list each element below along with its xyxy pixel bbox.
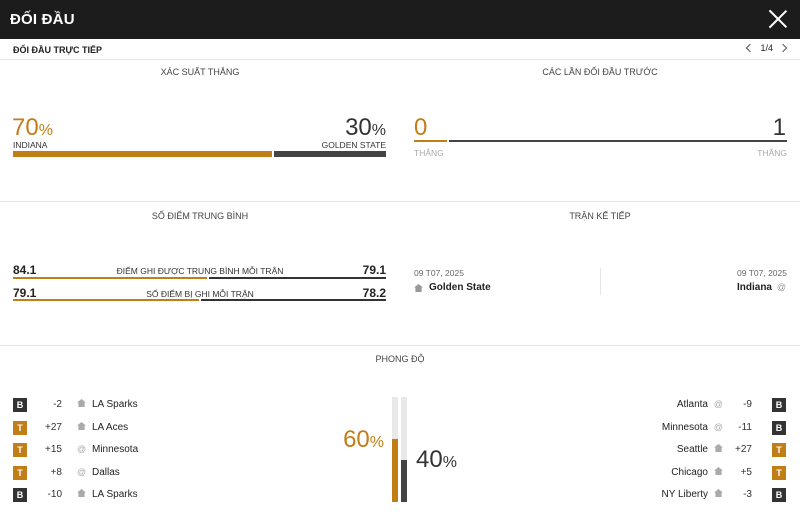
avg-scored-home-bar bbox=[13, 277, 207, 279]
result-badge: B bbox=[13, 398, 27, 412]
opponent-team[interactable]: LA Sparks bbox=[92, 399, 138, 410]
h2h-away-wins: 1 bbox=[772, 114, 786, 141]
result-badge: B bbox=[772, 488, 786, 502]
result-badge: T bbox=[13, 420, 27, 435]
win-prob-away: 30% bbox=[345, 114, 386, 141]
divider bbox=[0, 201, 800, 202]
home-icon bbox=[77, 399, 86, 409]
win-prob-home: 70% bbox=[12, 114, 53, 141]
next-match-away-team: Indiana bbox=[736, 282, 772, 293]
subheader-label: ĐỐI ĐẦU TRỰC TIẾP bbox=[13, 45, 102, 55]
win-prob-home-bar bbox=[13, 151, 272, 157]
avg-conceded-home-bar bbox=[13, 299, 199, 301]
result-badge: T bbox=[772, 443, 786, 457]
form-home-pct: 60% bbox=[343, 426, 384, 453]
divider bbox=[0, 345, 800, 346]
result-badge: B bbox=[772, 420, 786, 435]
close-icon[interactable] bbox=[768, 9, 788, 29]
win-prob-title: XÁC SUẤT THẮNG bbox=[160, 67, 240, 77]
avg-conceded-home: 79.1 bbox=[13, 286, 37, 300]
result-badge: B bbox=[13, 488, 27, 502]
win-prob-home-team: INDIANA bbox=[13, 140, 48, 150]
result-badge: T bbox=[13, 465, 27, 480]
chevron-left-icon[interactable] bbox=[746, 43, 755, 53]
h2h-home-wins: 0 bbox=[414, 114, 428, 141]
chevron-right-icon[interactable] bbox=[778, 43, 788, 53]
section-subheader: ĐỐI ĐẦU TRỰC TIẾP 1/4 bbox=[0, 39, 800, 60]
next-match-title: TRẬN KẾ TIẾP bbox=[569, 211, 631, 221]
avg-scored-away-bar bbox=[209, 277, 386, 279]
h2h-title: CÁC LẦN ĐỐI ĐẦU TRƯỚC bbox=[542, 67, 658, 77]
opponent-team[interactable]: Minnesota bbox=[661, 421, 708, 433]
opponent-team[interactable]: LA Aces bbox=[92, 421, 129, 433]
avg-points-title: SỐ ĐIỂM TRUNG BÌNH bbox=[151, 211, 249, 221]
h2h-away-bar bbox=[449, 140, 787, 142]
point-diff: -3 bbox=[743, 489, 752, 500]
opponent-team[interactable]: Minnesota bbox=[92, 444, 139, 455]
avg-conceded-label: SỐ ĐIỂM BỊ GHI MỖI TRẬN bbox=[146, 289, 254, 299]
point-diff: +27 bbox=[45, 421, 62, 433]
opponent-team[interactable]: LA Sparks bbox=[92, 489, 138, 500]
home-icon bbox=[714, 466, 723, 477]
home-icon bbox=[714, 444, 723, 454]
opponent-team[interactable]: Atlanta bbox=[676, 399, 708, 410]
point-diff: -10 bbox=[47, 489, 62, 500]
form-away-pct: 40% bbox=[416, 446, 457, 473]
avg-scored-away: 79.1 bbox=[362, 263, 386, 277]
h2h-home-bar bbox=[414, 140, 447, 142]
home-icon bbox=[714, 489, 723, 499]
form-title: PHONG ĐỘ bbox=[375, 354, 425, 364]
at-icon: @ bbox=[713, 421, 723, 432]
avg-scored-label: ĐIỂM GHI ĐƯỢC TRUNG BÌNH MỖI TRẬN bbox=[116, 266, 284, 276]
avg-conceded-away: 78.2 bbox=[362, 286, 386, 300]
h2h-home-label: THẮNG bbox=[414, 148, 444, 158]
opponent-team[interactable]: NY Liberty bbox=[661, 489, 708, 500]
point-diff: +5 bbox=[740, 466, 752, 478]
point-diff: +8 bbox=[50, 466, 62, 478]
point-diff: -2 bbox=[53, 399, 62, 410]
home-icon bbox=[77, 421, 86, 432]
next-match-divider bbox=[600, 268, 601, 295]
win-prob-away-team: GOLDEN STATE bbox=[321, 140, 386, 150]
home-icon bbox=[77, 489, 86, 499]
avg-scored-home: 84.1 bbox=[13, 263, 37, 277]
pager-label: 1/4 bbox=[760, 43, 773, 53]
result-badge: B bbox=[772, 398, 786, 412]
form-away-bar bbox=[401, 460, 407, 502]
modal-header: ĐỐI ĐẦU bbox=[0, 0, 800, 39]
point-diff: +27 bbox=[735, 444, 752, 455]
at-icon: @ bbox=[77, 444, 87, 454]
modal-title: ĐỐI ĐẦU bbox=[10, 11, 75, 28]
point-diff: -11 bbox=[738, 421, 752, 433]
next-match-home-date: 09 T07, 2025 bbox=[414, 268, 464, 278]
pager: 1/4 bbox=[746, 43, 788, 53]
at-icon: @ bbox=[713, 399, 723, 409]
opponent-team[interactable]: Seattle bbox=[676, 444, 708, 455]
opponent-team[interactable]: Dallas bbox=[92, 466, 120, 478]
opponent-team[interactable]: Chicago bbox=[671, 466, 708, 478]
avg-conceded-away-bar bbox=[201, 299, 386, 301]
next-match-away-date: 09 T07, 2025 bbox=[737, 268, 787, 278]
form-away-track bbox=[401, 397, 407, 502]
point-diff: -9 bbox=[743, 399, 752, 410]
home-icon bbox=[414, 284, 423, 292]
point-diff: +15 bbox=[45, 444, 62, 455]
form-home-bar bbox=[392, 439, 398, 502]
next-match-home-team: Golden State bbox=[429, 282, 491, 293]
win-prob-away-bar bbox=[274, 151, 386, 157]
h2h-away-label: THẮNG bbox=[757, 148, 787, 158]
at-icon: @ bbox=[77, 466, 87, 477]
result-badge: T bbox=[772, 465, 786, 480]
at-icon: @ bbox=[776, 282, 786, 292]
result-badge: T bbox=[13, 443, 27, 457]
